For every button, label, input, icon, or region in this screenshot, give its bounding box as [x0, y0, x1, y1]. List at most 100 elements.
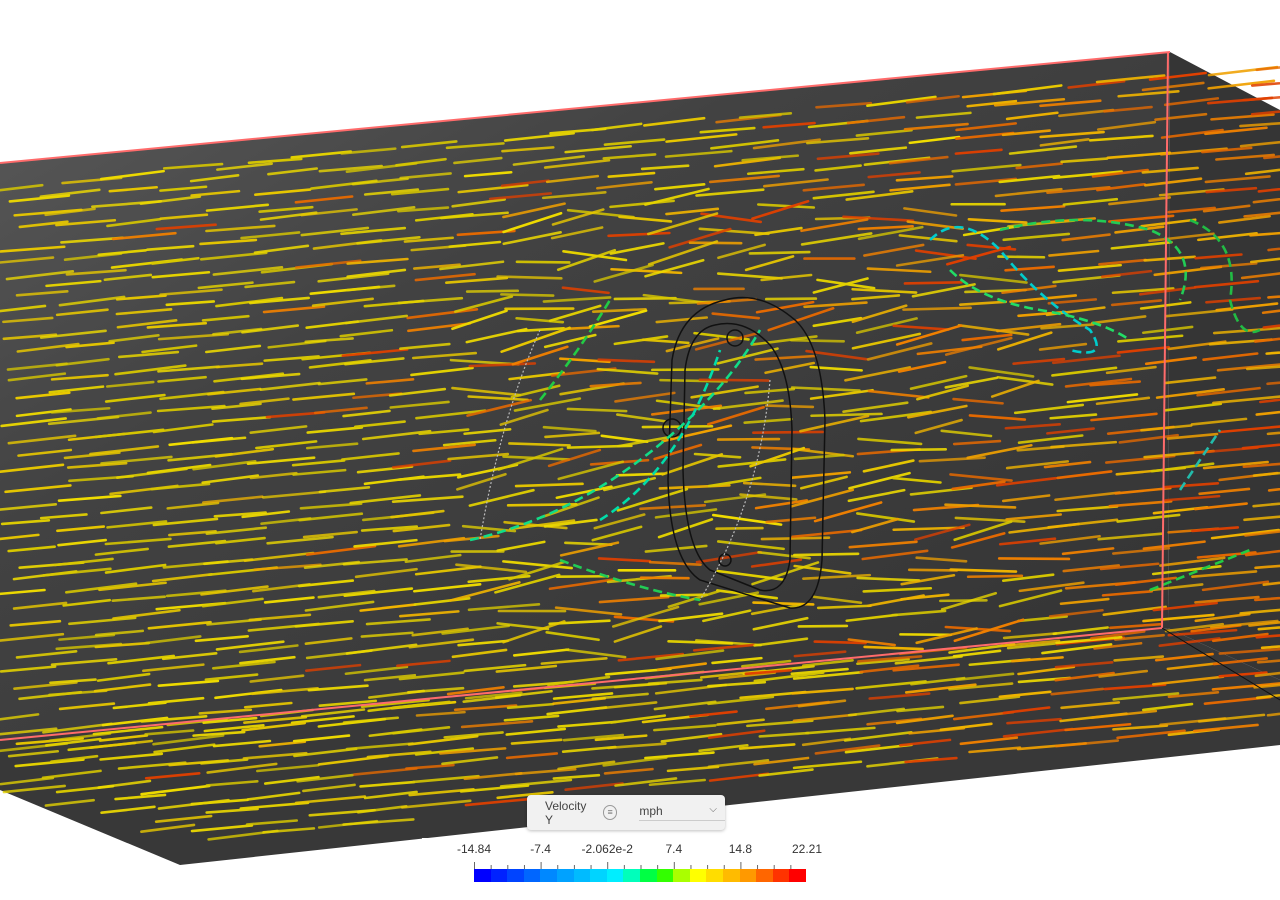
streamline — [716, 718, 765, 726]
streamline — [857, 655, 923, 663]
streamline — [117, 350, 180, 359]
chevron-down-icon: ⌵ — [709, 804, 717, 815]
streamline — [1088, 134, 1154, 142]
streamline — [2, 784, 66, 794]
scale-tick-label: -7.4 — [530, 842, 551, 856]
streamline — [596, 367, 659, 375]
streamline — [1266, 381, 1280, 386]
streamline — [814, 164, 862, 172]
streamline — [4, 484, 72, 494]
streamline — [588, 309, 648, 328]
streamline — [844, 366, 912, 382]
streamline — [692, 643, 756, 652]
streamline — [463, 170, 513, 178]
streamline — [1257, 626, 1280, 631]
streamline — [294, 195, 354, 204]
streamline — [648, 778, 706, 787]
streamline — [594, 734, 648, 742]
streamline — [650, 404, 723, 416]
streamline — [792, 760, 863, 770]
streamline — [157, 679, 220, 687]
streamline — [967, 218, 1028, 224]
colorbar-segment — [756, 869, 773, 882]
streamline — [99, 752, 164, 761]
streamline — [1108, 196, 1172, 206]
vortex-streamline — [1178, 429, 1222, 491]
streamline — [199, 238, 258, 246]
streamline — [959, 273, 1028, 284]
streamline — [346, 268, 407, 278]
streamline — [1158, 637, 1221, 647]
streamline — [589, 381, 642, 388]
streamline — [866, 267, 932, 274]
streamline — [764, 361, 816, 375]
streamline — [968, 414, 1027, 421]
streamline — [1204, 126, 1268, 136]
streamline — [751, 561, 820, 586]
streamline — [439, 747, 507, 755]
streamline — [1111, 546, 1171, 555]
streamline — [791, 687, 854, 695]
streamline — [398, 610, 460, 618]
streamline — [1267, 487, 1280, 492]
streamline — [48, 385, 105, 394]
streamline — [867, 389, 930, 399]
streamline — [789, 338, 845, 343]
streamline — [494, 573, 561, 594]
streamline — [190, 798, 249, 806]
streamline — [712, 399, 784, 411]
streamline — [1001, 573, 1055, 582]
streamline — [55, 218, 117, 227]
streamline — [957, 324, 1030, 336]
streamline — [1108, 499, 1173, 508]
streamline — [162, 162, 224, 170]
streamline — [1041, 643, 1113, 655]
streamline — [752, 601, 815, 606]
streamline — [263, 355, 320, 362]
streamline — [345, 643, 418, 655]
streamline — [17, 448, 73, 457]
streamline — [868, 692, 931, 700]
streamline — [56, 525, 106, 533]
streamline — [994, 187, 1063, 198]
streamline — [365, 378, 415, 385]
streamline — [457, 639, 509, 647]
streamline — [1211, 682, 1280, 691]
streamline — [558, 357, 611, 364]
streamline — [598, 595, 670, 604]
vortex-streamline — [469, 329, 762, 542]
streamline — [15, 391, 71, 400]
streamline — [194, 634, 249, 643]
streamline — [695, 188, 765, 197]
streamline — [152, 423, 214, 434]
streamline — [895, 714, 954, 725]
streamline — [157, 375, 207, 383]
streamline — [464, 797, 537, 807]
streamline — [142, 663, 205, 673]
streamline — [1218, 671, 1268, 678]
scale-tick-label: 7.4 — [665, 842, 683, 856]
streamline — [205, 224, 276, 233]
list-icon[interactable]: ≡ — [602, 805, 618, 820]
streamline — [1107, 214, 1175, 223]
streamline — [1192, 723, 1259, 733]
streamline — [192, 459, 257, 471]
streamline — [609, 199, 675, 209]
streamline — [1243, 515, 1280, 522]
streamline — [644, 187, 710, 206]
streamline — [2, 333, 58, 341]
streamline — [739, 493, 798, 501]
streamline — [496, 790, 554, 800]
streamline — [661, 424, 733, 443]
streamline — [445, 276, 509, 285]
unit-dropdown[interactable]: mph ⌵ — [639, 804, 725, 821]
streamline — [611, 605, 680, 628]
streamline — [256, 763, 320, 773]
streamline — [698, 743, 749, 753]
streamline — [1194, 612, 1251, 623]
streamline — [360, 631, 414, 638]
streamline — [463, 771, 523, 781]
streamline — [653, 443, 703, 461]
streamline — [205, 526, 268, 535]
